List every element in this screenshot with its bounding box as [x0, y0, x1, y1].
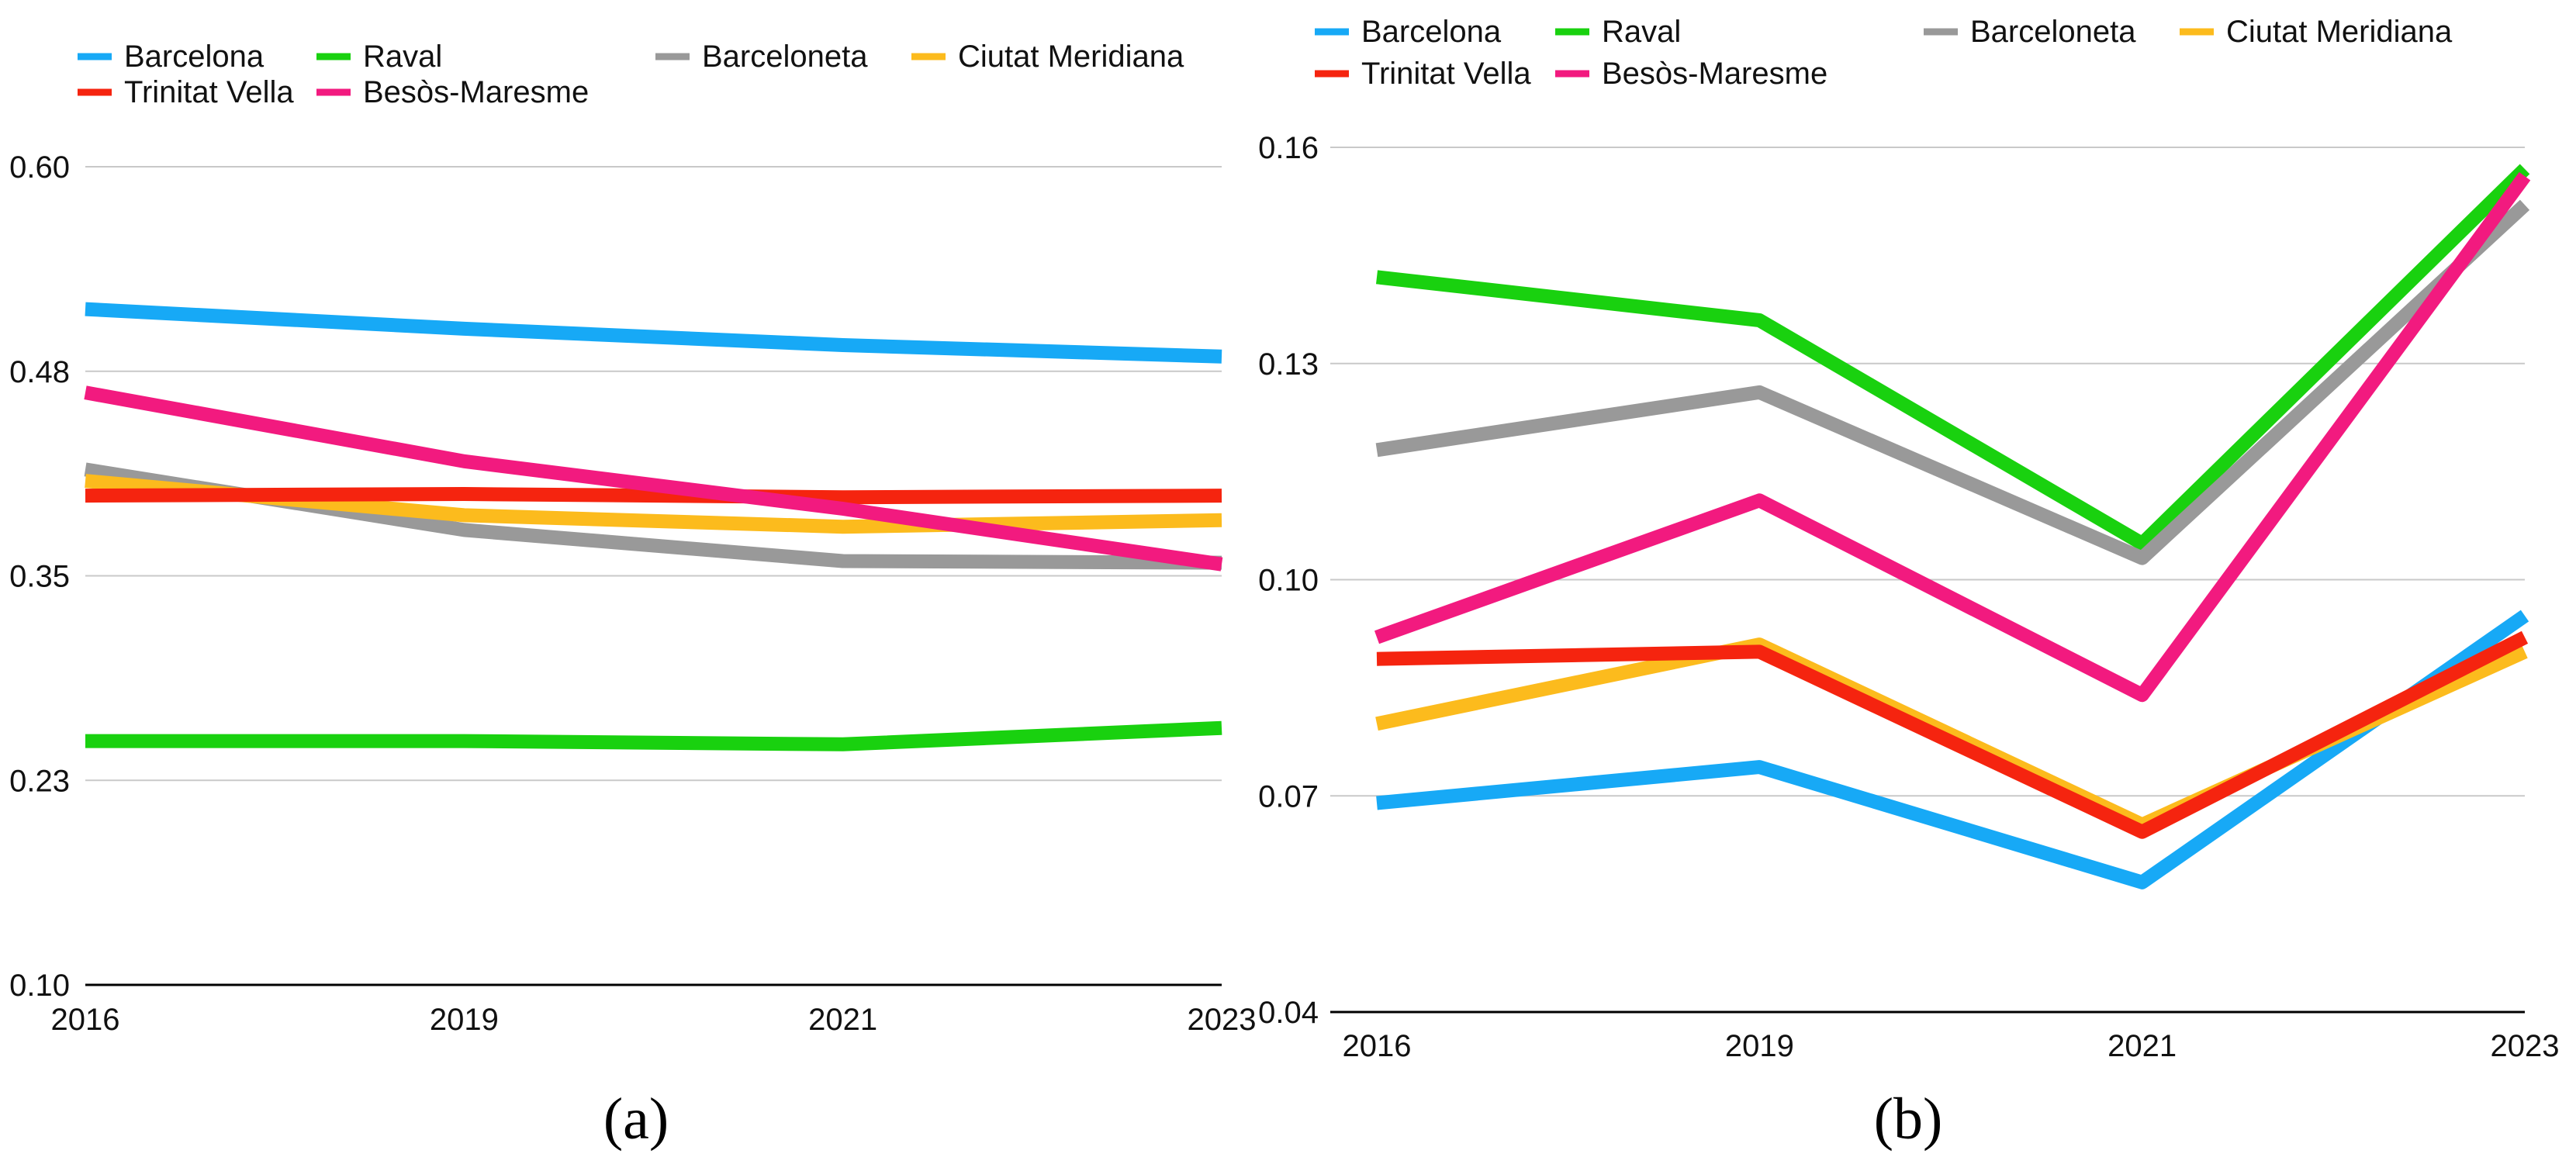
chart-a-legend-item-barcelona: Barcelona — [78, 40, 265, 74]
chart-a-panel-label: (a) — [603, 1086, 669, 1152]
chart-a-y-tick-label: 0.48 — [9, 355, 70, 389]
chart-a-legend-item-trinitat-vella: Trinitat Vella — [78, 75, 294, 109]
chart-a-legend-label: Besòs-Maresme — [363, 75, 589, 109]
chart-b-x-tick-label: 2023 — [2491, 1029, 2560, 1063]
chart-b-legend-item-besos-maresme: Besòs-Maresme — [1555, 57, 1827, 91]
chart-b-x-tick-label: 2019 — [1725, 1029, 1794, 1063]
chart-a-x-tick-label: 2023 — [1188, 1003, 1257, 1037]
chart-a-x-tick-label: 2021 — [808, 1003, 877, 1037]
chart-b-legend-label: Barcelona — [1361, 15, 1502, 49]
chart-b-series-barceloneta — [1375, 199, 2530, 565]
chart-a-series-barcelona — [85, 302, 1222, 364]
chart-a-series-besos-maresme — [84, 385, 1223, 572]
chart-a-legend-item-ciutat-meridiana: Ciutat Meridiana — [911, 40, 1184, 74]
chart-b-y-tick-label: 0.13 — [1258, 347, 1319, 382]
chart-b-legend-label: Besòs-Maresme — [1602, 57, 1827, 91]
chart-a-y-tick-label: 0.23 — [9, 764, 70, 798]
chart-b-x-tick-label: 2021 — [2107, 1029, 2177, 1063]
chart-a-legend-label: Ciutat Meridiana — [958, 40, 1184, 74]
chart-b-series-besos-maresme — [1374, 171, 2531, 703]
chart-a-legend-item-raval: Raval — [316, 40, 442, 74]
chart-b-legend-item-barceloneta: Barceloneta — [1924, 15, 2136, 49]
chart-b-legend-item-ciutat-meridiana: Ciutat Meridiana — [2180, 15, 2453, 49]
chart-b-legend-label: Barceloneta — [1970, 15, 2136, 49]
chart-b-y-tick-label: 0.04 — [1258, 996, 1319, 1030]
chart-a-x-tick-label: 2019 — [430, 1003, 499, 1037]
chart-a-legend-label: Barceloneta — [702, 40, 868, 74]
chart-b-legend-label: Ciutat Meridiana — [2226, 15, 2453, 49]
chart-b-series-trinitat-vella — [1376, 630, 2529, 839]
chart-b-series-raval — [1375, 164, 2530, 551]
chart-a-legend-item-besos-maresme: Besòs-Maresme — [316, 75, 589, 109]
chart-b-y-tick-label: 0.10 — [1258, 564, 1319, 598]
chart-b-legend-item-raval: Raval — [1555, 15, 1681, 49]
chart-a-y-tick-label: 0.35 — [9, 560, 70, 594]
chart-b-series-barcelona — [1376, 610, 2529, 889]
chart-a: 0.10 0.23 0.35 0.48 0.60 2016 2019 2021 2023 Barc… — [9, 40, 1256, 1152]
chart-b-legend-label: Trinitat Vella — [1361, 57, 1531, 91]
chart-a-legend-label: Barcelona — [124, 40, 265, 74]
chart-b-legend-item-trinitat-vella: Trinitat Vella — [1315, 57, 1531, 91]
chart-b-legend-label: Raval — [1602, 15, 1681, 49]
chart-b-panel-label: (b) — [1874, 1086, 1943, 1152]
chart-b-x-tick-label: 2016 — [1343, 1029, 1412, 1063]
chart-a-y-tick-label: 0.60 — [9, 150, 70, 185]
chart-a-series-trinitat-vella — [85, 487, 1222, 505]
chart-a-legend-label: Trinitat Vella — [124, 75, 294, 109]
chart-a-legend-item-barceloneta: Barceloneta — [655, 40, 868, 74]
chart-a-legend-label: Raval — [363, 40, 442, 74]
chart-a-y-tick-label: 0.10 — [9, 969, 70, 1003]
chart-a-series-raval — [85, 720, 1222, 751]
chart-b: 0.04 0.07 0.10 0.13 0.16 2016 2019 2021 2023 Barc… — [1258, 15, 2559, 1152]
chart-a-x-tick-label: 2016 — [51, 1003, 120, 1037]
chart-b-legend-item-barcelona: Barcelona — [1315, 15, 1502, 49]
chart-b-y-tick-label: 0.07 — [1258, 779, 1319, 813]
chart-b-y-tick-label: 0.16 — [1258, 131, 1319, 165]
